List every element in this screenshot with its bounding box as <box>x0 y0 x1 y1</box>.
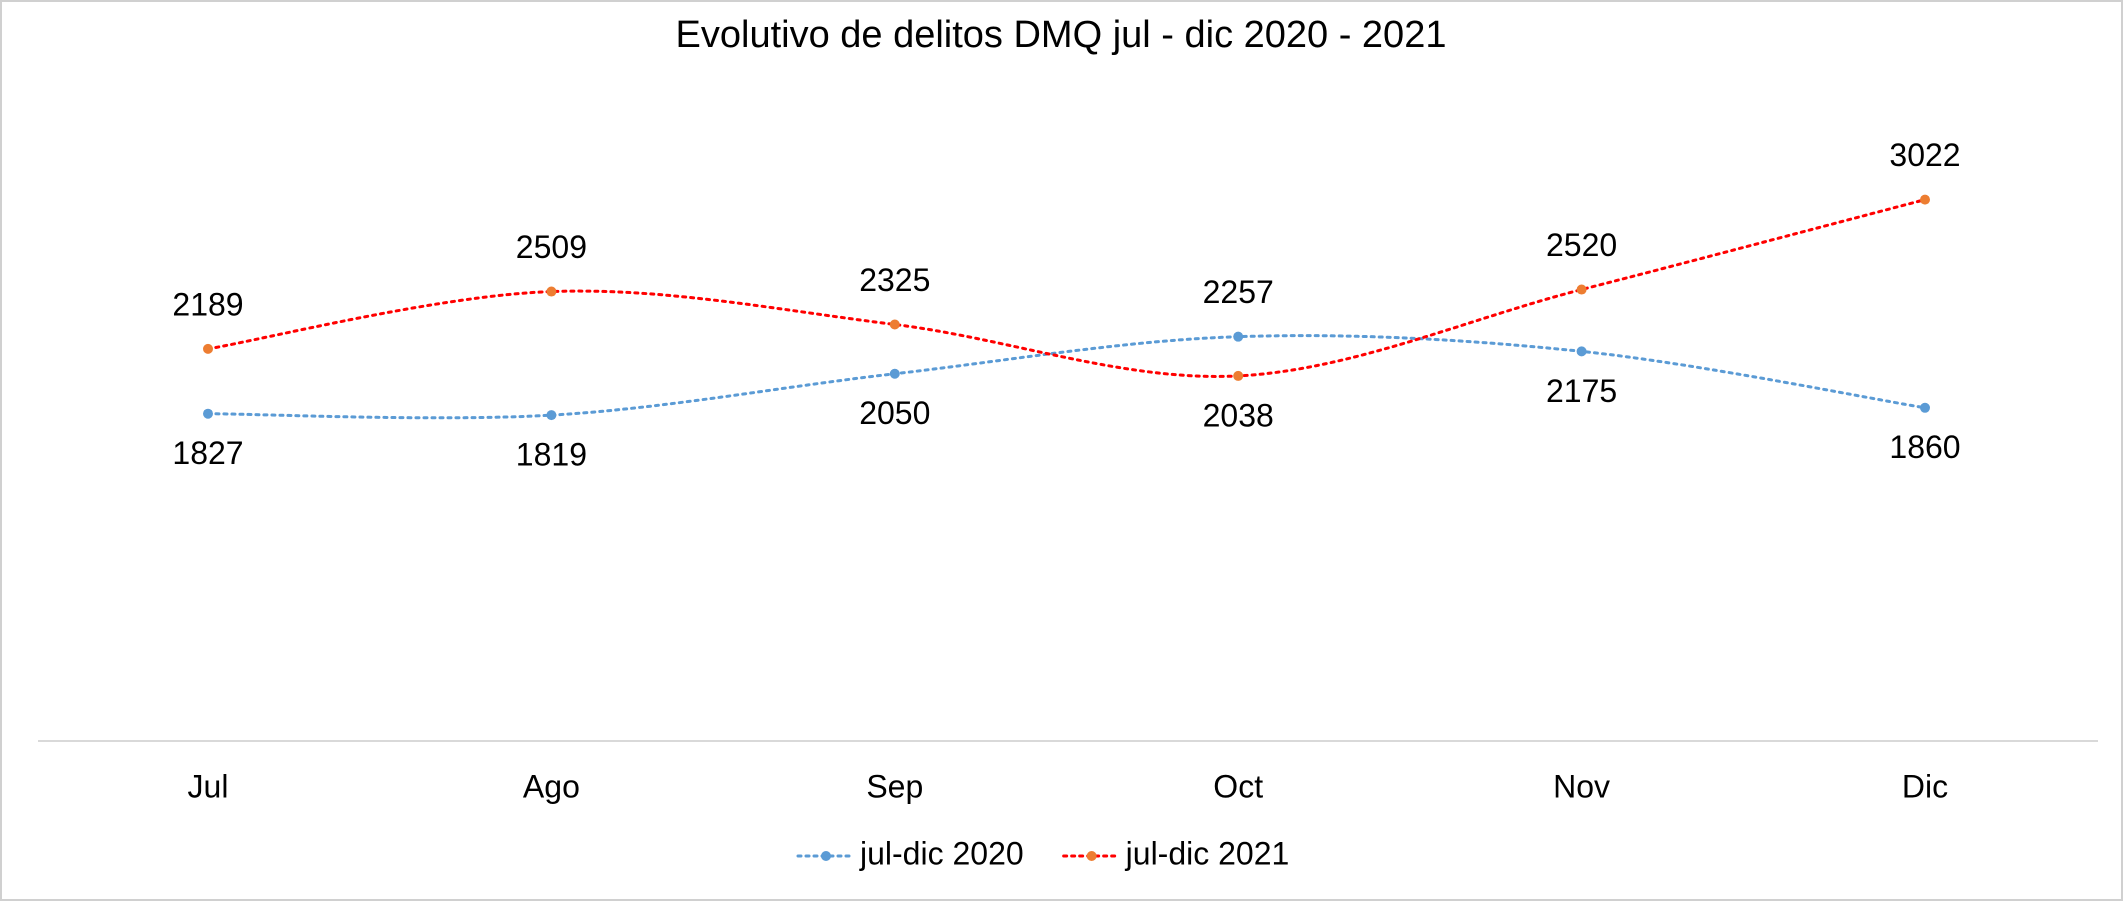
data-point <box>889 319 900 330</box>
series-line <box>206 334 1927 420</box>
data-label: 2509 <box>516 229 587 265</box>
data-point <box>203 343 213 354</box>
data-label: 2520 <box>1546 227 1617 263</box>
chart-title: Evolutivo de delitos DMQ jul - dic 2020 … <box>676 14 1447 56</box>
data-label: 1827 <box>172 435 243 471</box>
data-label: 2257 <box>1203 274 1274 310</box>
data-label: 1819 <box>516 437 587 473</box>
legend-label: jul-dic 2020 <box>859 835 1024 871</box>
legend-label: jul-dic 2021 <box>1125 835 1290 871</box>
data-point <box>1576 284 1587 295</box>
data-point <box>546 286 557 297</box>
data-point <box>546 410 557 421</box>
x-tick-label: Oct <box>1213 768 1263 804</box>
data-label: 2175 <box>1546 373 1617 409</box>
data-point <box>1233 331 1244 342</box>
data-label: 2038 <box>1203 397 1274 433</box>
data-point <box>1920 194 1930 205</box>
x-tick-label: Nov <box>1553 768 1610 804</box>
series-line <box>206 198 1927 378</box>
data-point <box>889 368 900 379</box>
legend-marker <box>1086 851 1097 861</box>
x-tick-label: Ago <box>523 768 580 804</box>
data-point <box>1920 402 1930 413</box>
data-label: 3022 <box>1889 137 1960 173</box>
x-tick-label: Dic <box>1902 768 1948 804</box>
data-point <box>1576 346 1587 357</box>
data-label: 2189 <box>172 286 243 322</box>
legend-marker <box>821 851 831 861</box>
data-point <box>203 408 213 419</box>
data-label: 2050 <box>859 395 930 431</box>
x-tick-label: Sep <box>866 768 923 804</box>
x-tick-label: Jul <box>188 768 229 804</box>
data-label: 2325 <box>859 262 930 298</box>
data-point <box>1233 370 1244 381</box>
data-label: 1860 <box>1889 429 1960 465</box>
